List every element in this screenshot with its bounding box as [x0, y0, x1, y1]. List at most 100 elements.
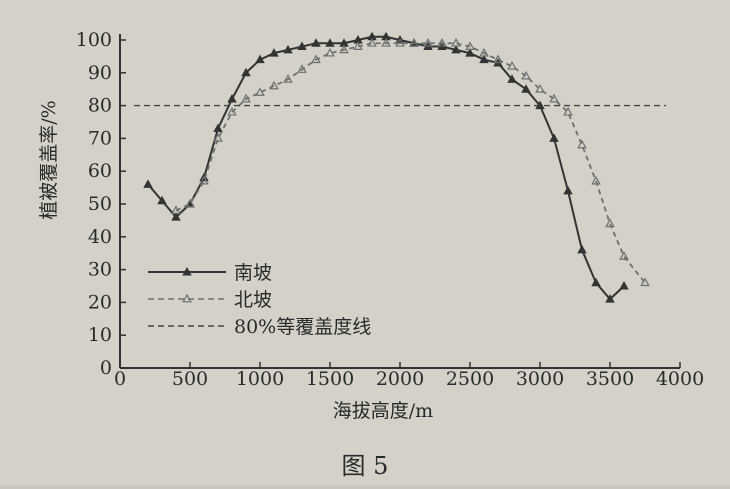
data-point — [241, 67, 251, 77]
data-point — [311, 38, 321, 47]
data-point — [549, 133, 559, 142]
data-point — [297, 41, 307, 51]
data-point — [157, 195, 167, 205]
x-tick-label: 1500 — [306, 368, 354, 390]
figure-caption: 图 5 — [342, 452, 389, 480]
x-tick-label: 1000 — [236, 368, 284, 390]
data-point — [451, 38, 461, 47]
data-point — [171, 212, 181, 221]
data-point — [591, 277, 601, 287]
data-point — [255, 87, 265, 96]
y-tick-label: 80 — [88, 95, 112, 117]
legend-marker — [182, 293, 192, 303]
y-tick-label: 50 — [88, 193, 112, 215]
legend-marker — [182, 267, 192, 276]
data-point — [241, 93, 251, 103]
data-point — [563, 185, 573, 195]
data-point — [479, 47, 489, 57]
data-point — [227, 94, 237, 103]
data-point — [395, 38, 405, 47]
data-point — [535, 83, 545, 93]
data-point — [465, 41, 475, 50]
data-point — [143, 179, 153, 188]
data-point — [521, 84, 531, 93]
data-point — [297, 64, 307, 73]
data-point — [451, 44, 461, 54]
data-point — [619, 251, 629, 260]
data-point — [563, 106, 573, 116]
data-point — [269, 80, 279, 90]
y-tick-label: 20 — [88, 291, 112, 313]
legend-item: 80%等覆盖度线 — [148, 316, 371, 338]
data-point — [227, 106, 237, 116]
data-point — [367, 38, 377, 47]
data-point — [619, 281, 629, 290]
y-tick-label: 10 — [88, 324, 112, 346]
legend-item: 北坡 — [148, 289, 272, 311]
data-point — [640, 277, 650, 287]
series-0 — [143, 31, 629, 303]
legend-label: 北坡 — [234, 289, 272, 311]
y-tick-label: 0 — [100, 357, 112, 379]
data-point — [269, 48, 279, 57]
x-axis-ticks: 0 500 1000 1500 2000 2500 3000 3500 4000 — [114, 362, 704, 390]
data-point — [465, 48, 475, 57]
data-point — [255, 54, 265, 64]
data-point — [381, 38, 391, 47]
data-point — [325, 47, 335, 57]
data-point — [213, 123, 223, 133]
data-point — [283, 74, 293, 83]
y-axis-ticks: 0 10 20 30 40 50 60 70 80 90 100 — [76, 29, 126, 379]
data-point — [339, 38, 349, 47]
x-axis-title: 海拔高度/m — [333, 400, 433, 422]
data-point — [577, 244, 587, 254]
x-tick-label: 3000 — [516, 368, 564, 390]
data-point — [521, 70, 531, 80]
data-point — [409, 38, 419, 47]
x-tick-label: 2500 — [446, 368, 494, 390]
data-point — [325, 38, 335, 47]
data-point — [437, 38, 447, 47]
data-point — [353, 35, 363, 44]
data-point — [171, 205, 181, 214]
x-tick-label: 500 — [172, 368, 208, 390]
data-point — [605, 294, 615, 303]
y-tick-label: 70 — [88, 127, 112, 149]
y-axis-title: 植被覆盖率/% — [38, 100, 60, 219]
data-point — [479, 54, 489, 64]
y-tick-label: 40 — [88, 226, 112, 248]
data-point — [311, 54, 321, 64]
data-point — [507, 74, 517, 83]
series-layer — [134, 31, 666, 303]
data-point — [423, 38, 433, 47]
data-point — [199, 175, 209, 185]
x-tick-label: 2000 — [376, 368, 424, 390]
series-line — [175, 42, 646, 284]
data-point — [283, 44, 293, 54]
y-tick-label: 90 — [88, 62, 112, 84]
data-point — [605, 218, 615, 228]
data-point — [591, 175, 601, 185]
data-point — [507, 61, 517, 70]
data-point — [185, 198, 195, 208]
data-point — [367, 31, 377, 41]
y-tick-label: 60 — [88, 160, 112, 182]
data-point — [213, 133, 223, 142]
series-1 — [171, 38, 650, 287]
x-tick-label: 3500 — [586, 368, 634, 390]
data-point — [381, 31, 391, 41]
data-point — [535, 100, 545, 110]
y-tick-label: 30 — [88, 259, 112, 281]
data-point — [577, 139, 587, 149]
y-tick-label: 100 — [76, 29, 112, 51]
data-point — [493, 54, 503, 64]
data-point — [339, 44, 349, 54]
data-point — [549, 93, 559, 103]
legend-label: 南坡 — [234, 262, 272, 284]
x-tick-label: 0 — [114, 368, 126, 390]
data-point — [353, 41, 363, 50]
